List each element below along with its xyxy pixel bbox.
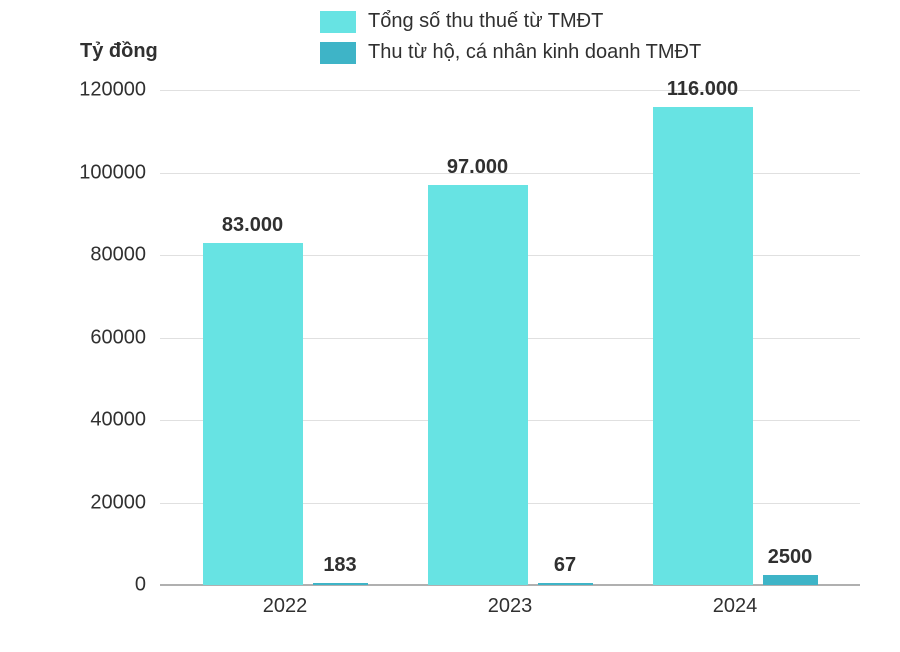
y-tick-label: 20000 (90, 491, 146, 514)
legend-swatch (320, 42, 356, 64)
bar-value-label: 83.000 (173, 214, 333, 237)
legend: Tổng số thu thuế từ TMĐT Thu từ hộ, cá n… (320, 10, 701, 72)
bar-value-label: 116.000 (623, 78, 783, 101)
legend-item: Thu từ hộ, cá nhân kinh doanh TMĐT (320, 41, 701, 64)
y-tick-label: 80000 (90, 244, 146, 267)
y-tick-label: 0 (135, 574, 146, 597)
bar-series1 (428, 185, 528, 585)
y-tick-label: 100000 (79, 161, 146, 184)
bar-value-label: 183 (260, 554, 420, 577)
bar-series2 (763, 575, 818, 585)
bar-series2 (313, 583, 368, 585)
x-category-label: 2024 (713, 595, 758, 618)
legend-label: Tổng số thu thuế từ TMĐT (368, 10, 603, 33)
bar-value-label: 67 (485, 554, 645, 577)
legend-swatch (320, 11, 356, 33)
bar-series2 (538, 583, 593, 585)
legend-label: Thu từ hộ, cá nhân kinh doanh TMĐT (368, 41, 701, 64)
y-tick-label: 40000 (90, 409, 146, 432)
y-tick-label: 120000 (79, 79, 146, 102)
bar-value-label: 97.000 (398, 156, 558, 179)
chart-container: Tỷ đồng Tổng số thu thuế từ TMĐT Thu từ … (0, 0, 900, 652)
plot-area: 02000040000600008000010000012000083.0001… (160, 90, 860, 585)
x-category-label: 2022 (263, 595, 308, 618)
legend-item: Tổng số thu thuế từ TMĐT (320, 10, 701, 33)
bar-series1 (203, 243, 303, 585)
bar-series1 (653, 107, 753, 586)
x-category-label: 2023 (488, 595, 533, 618)
y-tick-label: 60000 (90, 326, 146, 349)
y-axis-title: Tỷ đồng (80, 40, 158, 63)
bar-value-label: 2500 (710, 546, 870, 569)
